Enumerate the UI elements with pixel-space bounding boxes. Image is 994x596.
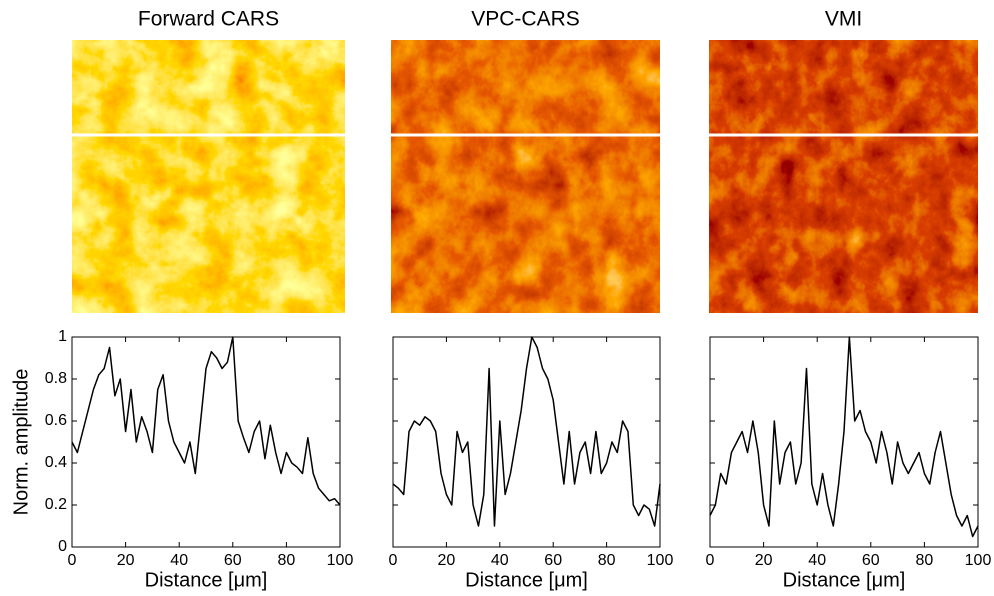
x-tick-label: 80 — [916, 552, 934, 569]
x-tick-label: 60 — [862, 552, 880, 569]
x-axis-label: Distance [μm] — [783, 569, 906, 591]
line-series — [709, 336, 979, 538]
x-tick-label: 40 — [170, 552, 188, 569]
x-tick-label: 80 — [278, 552, 296, 569]
y-tick-label: 1 — [58, 328, 67, 345]
x-tick-label: 100 — [965, 552, 992, 569]
panel-title: VMI — [825, 8, 862, 31]
y-tick-label: 0.6 — [45, 412, 67, 429]
y-tick-label: 0.2 — [45, 496, 67, 513]
x-tick-label: 0 — [68, 552, 77, 569]
y-tick-label: 0.4 — [45, 454, 67, 471]
x-tick-label: 100 — [327, 552, 354, 569]
y-axis-label: Norm. amplitude — [10, 369, 32, 516]
x-tick-label: 40 — [491, 552, 509, 569]
y-tick-label: 0.8 — [45, 370, 67, 387]
x-tick-label: 20 — [755, 552, 773, 569]
y-tick-label: 0 — [58, 538, 67, 555]
x-axis-label: Distance [μm] — [465, 569, 588, 591]
x-tick-label: 20 — [117, 552, 135, 569]
plot-frame — [392, 336, 661, 548]
line-series — [71, 336, 341, 506]
micrograph — [391, 40, 660, 313]
micrograph — [72, 40, 345, 313]
plot-frame — [709, 336, 979, 548]
micrograph — [709, 40, 978, 313]
x-tick-label: 60 — [224, 552, 242, 569]
x-tick-label: 0 — [706, 552, 715, 569]
x-tick-label: 100 — [647, 552, 674, 569]
x-axis-label: Distance [μm] — [145, 569, 268, 591]
panel-title: VPC-CARS — [471, 8, 580, 31]
x-tick-label: 60 — [544, 552, 562, 569]
x-tick-label: 40 — [808, 552, 826, 569]
x-tick-label: 0 — [389, 552, 398, 569]
x-tick-label: 20 — [438, 552, 456, 569]
line-series — [392, 336, 661, 527]
panel-title: Forward CARS — [138, 8, 279, 31]
x-tick-label: 80 — [598, 552, 616, 569]
